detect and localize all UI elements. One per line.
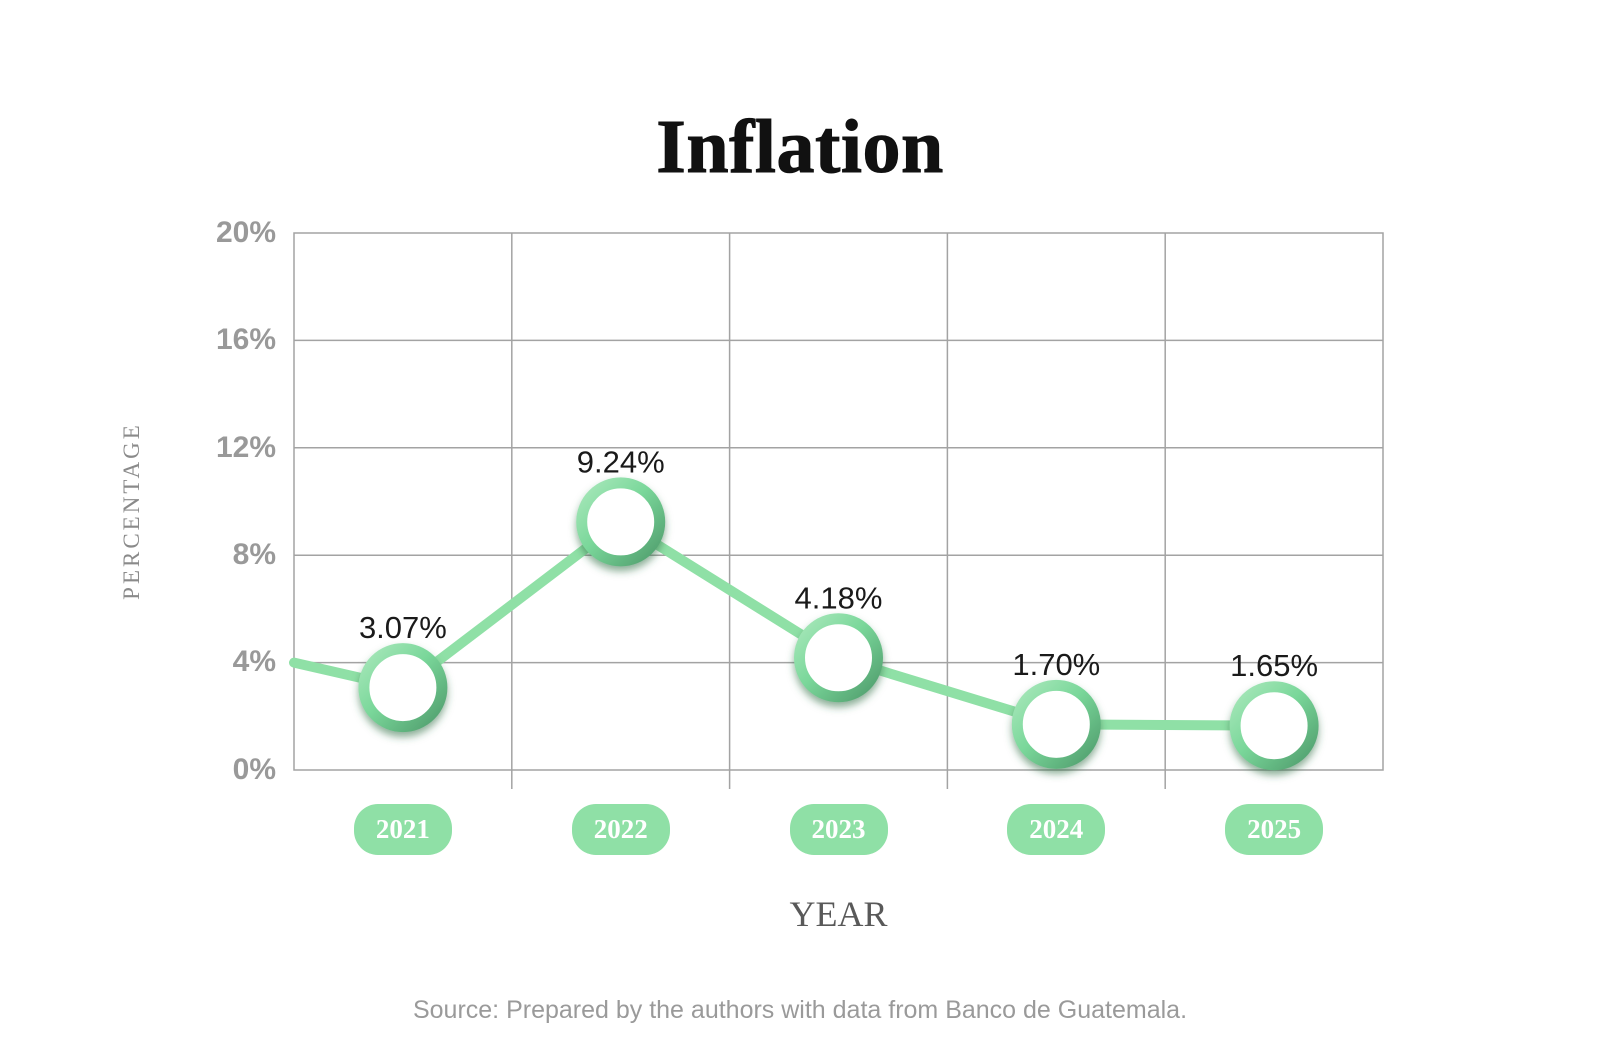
- svg-text:0%: 0%: [233, 753, 276, 786]
- svg-text:4%: 4%: [233, 645, 276, 678]
- svg-text:12%: 12%: [216, 431, 276, 464]
- svg-text:1.65%: 1.65%: [1230, 648, 1318, 683]
- svg-text:16%: 16%: [216, 323, 276, 356]
- svg-text:9.24%: 9.24%: [577, 444, 665, 479]
- svg-text:3.07%: 3.07%: [359, 610, 447, 645]
- svg-text:8%: 8%: [233, 538, 276, 571]
- svg-text:4.18%: 4.18%: [795, 580, 883, 615]
- svg-text:1.70%: 1.70%: [1012, 647, 1100, 682]
- svg-text:20%: 20%: [216, 216, 276, 249]
